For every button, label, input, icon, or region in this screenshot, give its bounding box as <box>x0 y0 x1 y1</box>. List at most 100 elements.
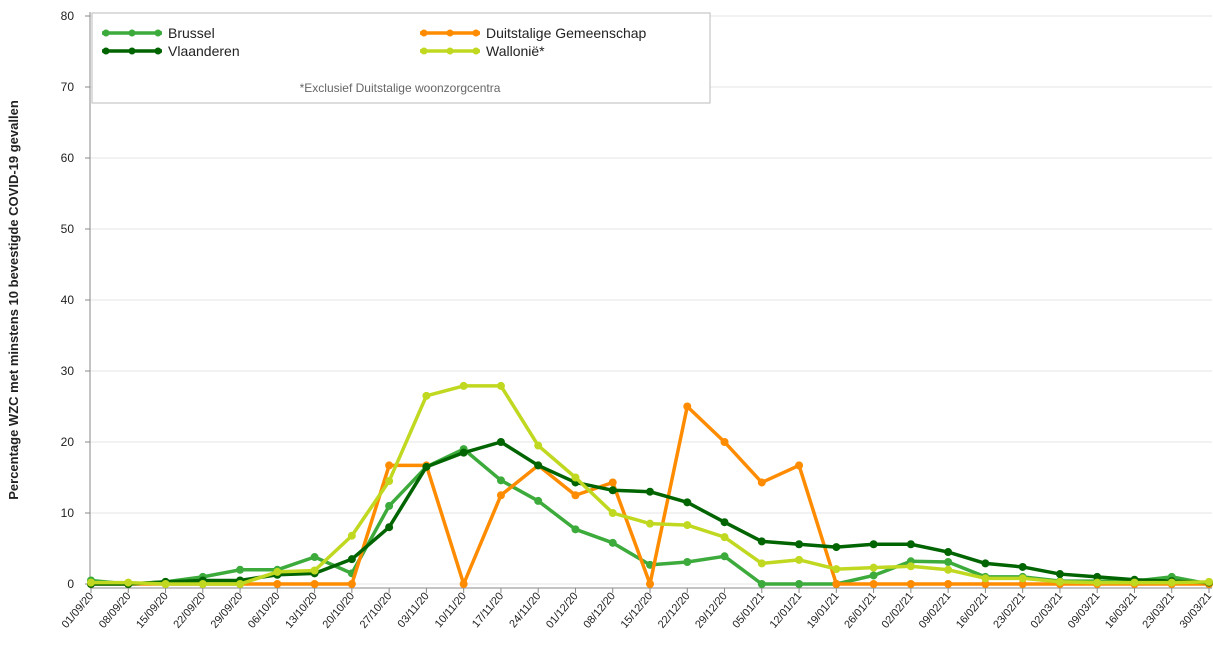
y-tick-label: 10 <box>61 506 75 520</box>
data-point <box>534 441 543 450</box>
legend-marker <box>446 47 454 55</box>
data-point <box>832 580 841 588</box>
data-point <box>869 580 878 588</box>
data-point <box>571 491 580 500</box>
data-point <box>869 563 878 572</box>
x-tick-label: 05/01/21 <box>730 590 767 631</box>
x-tick-label: 24/11/20 <box>507 590 543 630</box>
legend-marker <box>128 29 136 37</box>
legend-label: Brussel <box>168 25 215 41</box>
data-point <box>1018 574 1027 583</box>
data-point <box>347 555 356 564</box>
data-point <box>571 525 580 534</box>
data-point <box>906 580 915 588</box>
legend-label: Vlaanderen <box>168 43 240 59</box>
x-tick-label: 12/01/21 <box>768 590 805 631</box>
data-point <box>273 567 282 576</box>
legend-box <box>91 12 711 104</box>
x-tick-label: 09/02/21 <box>917 590 954 631</box>
data-point <box>422 462 431 471</box>
x-tick-label: 10/11/20 <box>433 590 469 630</box>
x-tick-label: 22/12/20 <box>656 590 693 631</box>
data-point <box>310 580 319 588</box>
data-point <box>236 565 245 574</box>
data-point <box>944 565 953 574</box>
y-axis-title: Percentage WZC met minstens 10 bevestigd… <box>6 100 21 500</box>
y-tick-label: 70 <box>61 80 75 94</box>
data-point <box>310 566 319 575</box>
data-point <box>757 537 766 546</box>
x-tick-label: 15/12/20 <box>619 590 656 631</box>
data-point <box>1055 570 1064 579</box>
data-point <box>422 391 431 400</box>
x-tick-label: 17/11/20 <box>470 590 506 630</box>
y-tick-label: 60 <box>61 151 75 165</box>
y-tick-label: 50 <box>61 222 75 236</box>
data-point <box>161 580 170 588</box>
data-point <box>1093 578 1102 587</box>
x-tick-label: 03/11/20 <box>395 590 431 630</box>
legend-marker <box>154 47 162 55</box>
data-point <box>832 543 841 552</box>
data-point <box>534 496 543 505</box>
data-point <box>236 580 245 588</box>
data-point <box>608 538 617 547</box>
data-point <box>906 562 915 571</box>
data-point <box>1093 572 1102 581</box>
data-point <box>1018 562 1027 571</box>
x-tick-label: 19/01/21 <box>805 590 842 631</box>
legend-marker <box>102 47 110 55</box>
data-point <box>1130 578 1139 587</box>
x-tick-label: 20/10/20 <box>320 590 357 631</box>
data-point <box>683 402 692 411</box>
x-tick-label: 23/03/21 <box>1140 590 1177 631</box>
data-point <box>496 438 505 446</box>
data-point <box>720 518 729 527</box>
x-tick-label: 26/01/21 <box>842 590 879 631</box>
data-point <box>646 487 654 496</box>
data-point <box>608 486 617 495</box>
y-tick-label: 20 <box>61 435 75 449</box>
x-tick-label: 29/12/20 <box>693 590 730 631</box>
legend-marker <box>102 29 110 37</box>
x-tick-label: 13/10/20 <box>283 590 320 631</box>
data-point <box>1055 577 1064 586</box>
x-tick-label: 09/03/21 <box>1066 590 1103 631</box>
data-point <box>608 478 617 487</box>
data-point <box>1205 577 1213 586</box>
y-tick-label: 0 <box>67 577 74 591</box>
data-point <box>347 580 356 588</box>
x-tick-label: 02/02/21 <box>879 590 916 631</box>
data-point <box>385 461 394 470</box>
data-point <box>198 580 207 588</box>
data-point <box>385 477 394 486</box>
data-point <box>720 552 729 561</box>
data-point <box>87 578 95 587</box>
legend-marker <box>420 29 428 37</box>
data-point <box>869 571 878 580</box>
data-point <box>944 548 953 557</box>
data-point <box>459 580 468 588</box>
legend-marker <box>446 29 454 37</box>
x-tick-label: 08/12/20 <box>581 590 618 631</box>
x-tick-label: 16/02/21 <box>954 590 991 631</box>
data-point <box>832 565 841 574</box>
legend-marker <box>472 29 480 37</box>
legend-label: Wallonië* <box>486 43 545 59</box>
x-tick-label: 30/03/21 <box>1178 590 1213 631</box>
y-tick-label: 30 <box>61 364 75 378</box>
x-tick-label: 01/09/20 <box>60 590 97 631</box>
data-point <box>1018 580 1027 588</box>
data-point <box>496 491 505 500</box>
data-point <box>981 574 990 583</box>
data-point <box>757 580 766 588</box>
data-point <box>646 519 654 528</box>
series-line <box>91 384 1210 586</box>
x-tick-label: 16/03/21 <box>1103 590 1140 631</box>
data-point <box>683 498 692 507</box>
y-tick-label: 80 <box>61 9 75 23</box>
legend-marker <box>128 47 136 55</box>
data-point <box>981 559 990 568</box>
data-point <box>646 580 654 588</box>
